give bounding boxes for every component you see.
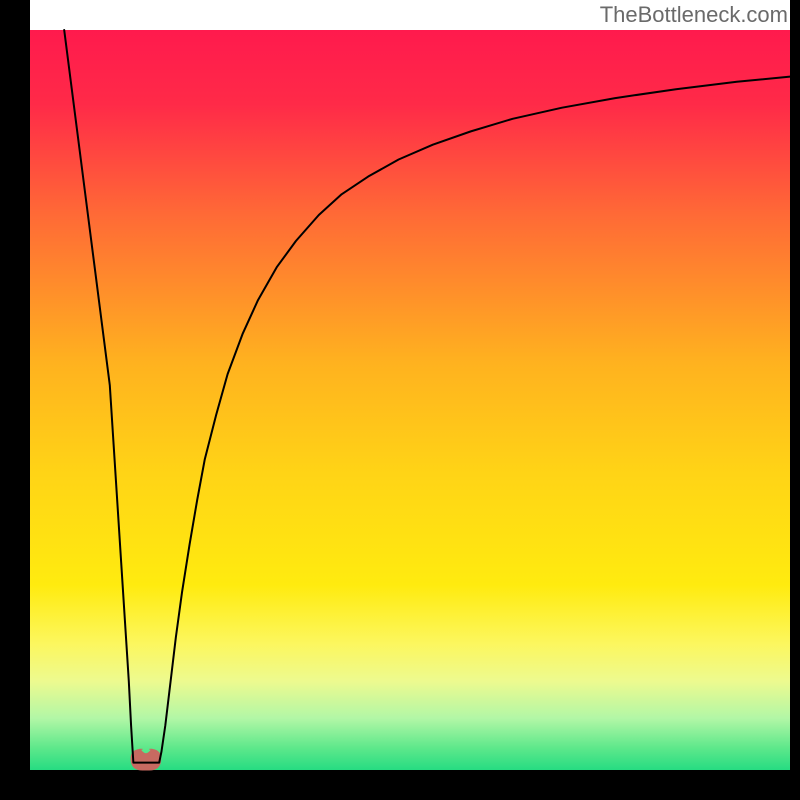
chart-svg	[0, 0, 800, 800]
bottleneck-chart: TheBottleneck.com	[0, 0, 800, 800]
watermark-text: TheBottleneck.com	[600, 2, 788, 28]
